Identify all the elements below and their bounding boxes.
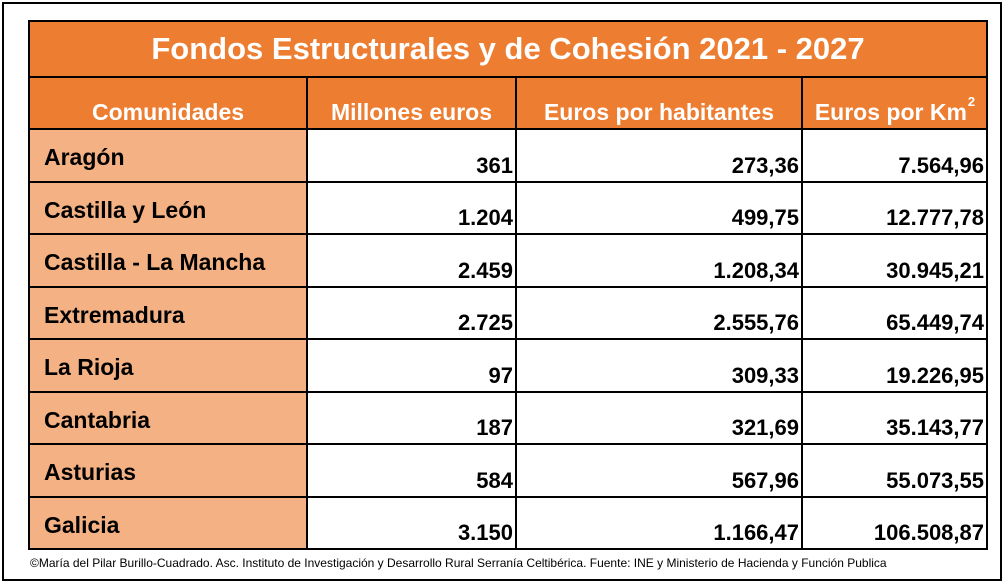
por-habitante-cell: 309,33 bbox=[515, 338, 803, 393]
table-row: Castilla y León 1.204 499,75 12.777,78 bbox=[28, 180, 988, 235]
community-name-cell: Galicia bbox=[28, 495, 308, 550]
column-header-comunidades: Comunidades bbox=[28, 76, 308, 130]
table-row: Asturias 584 567,96 55.073,55 bbox=[28, 443, 988, 498]
por-km2-cell: 65.449,74 bbox=[801, 285, 988, 340]
millones-cell: 584 bbox=[306, 443, 517, 498]
column-header-por-km2: Euros por Km2 bbox=[801, 76, 988, 130]
source-footnote: ©María del Pilar Burillo-Cuadrado. Asc. … bbox=[30, 556, 887, 570]
por-km2-cell: 30.945,21 bbox=[801, 233, 988, 288]
por-km2-cell: 35.143,77 bbox=[801, 390, 988, 445]
por-km2-cell: 7.564,96 bbox=[801, 128, 988, 183]
column-header-por-km2-label: Euros por Km bbox=[814, 99, 967, 125]
community-name-cell: Castilla - La Mancha bbox=[28, 233, 308, 288]
community-name-cell: Asturias bbox=[28, 443, 308, 498]
community-name-cell: Cantabria bbox=[28, 390, 308, 445]
funds-table: Fondos Estructurales y de Cohesión 2021 … bbox=[28, 20, 988, 550]
por-habitante-cell: 499,75 bbox=[515, 180, 803, 235]
millones-cell: 97 bbox=[306, 338, 517, 393]
millones-cell: 1.204 bbox=[306, 180, 517, 235]
community-name-cell: Extremadura bbox=[28, 285, 308, 340]
por-habitante-cell: 1.166,47 bbox=[515, 495, 803, 550]
table-row: Castilla - La Mancha 2.459 1.208,34 30.945,… bbox=[28, 233, 988, 288]
table-row: Galicia 3.150 1.166,47 106.508,87 bbox=[28, 495, 988, 550]
millones-cell: 361 bbox=[306, 128, 517, 183]
por-habitante-cell: 567,96 bbox=[515, 443, 803, 498]
table-row: La Rioja 97 309,33 19.226,95 bbox=[28, 338, 988, 393]
superscript-2: 2 bbox=[967, 94, 976, 109]
table-row: Extremadura 2.725 2.555,76 65.449,74 bbox=[28, 285, 988, 340]
millones-cell: 187 bbox=[306, 390, 517, 445]
millones-cell: 2.459 bbox=[306, 233, 517, 288]
column-header-por-habitante: Euros por habitantes bbox=[515, 76, 803, 130]
table-row: Aragón 361 273,36 7.564,96 bbox=[28, 128, 988, 183]
community-name-cell: La Rioja bbox=[28, 338, 308, 393]
community-name-cell: Castilla y León bbox=[28, 180, 308, 235]
por-km2-cell: 106.508,87 bbox=[801, 495, 988, 550]
por-habitante-cell: 2.555,76 bbox=[515, 285, 803, 340]
por-habitante-cell: 321,69 bbox=[515, 390, 803, 445]
por-habitante-cell: 1.208,34 bbox=[515, 233, 803, 288]
por-km2-cell: 55.073,55 bbox=[801, 443, 988, 498]
por-km2-cell: 19.226,95 bbox=[801, 338, 988, 393]
millones-cell: 3.150 bbox=[306, 495, 517, 550]
millones-cell: 2.725 bbox=[306, 285, 517, 340]
table-body: Aragón 361 273,36 7.564,96 Castilla y León 1.… bbox=[28, 128, 988, 550]
por-habitante-cell: 273,36 bbox=[515, 128, 803, 183]
table-title: Fondos Estructurales y de Cohesión 2021 … bbox=[28, 20, 988, 78]
community-name-cell: Aragón bbox=[28, 128, 308, 183]
por-km2-cell: 12.777,78 bbox=[801, 180, 988, 235]
table-row: Cantabria 187 321,69 35.143,77 bbox=[28, 390, 988, 445]
column-header-millones: Millones euros bbox=[306, 76, 517, 130]
